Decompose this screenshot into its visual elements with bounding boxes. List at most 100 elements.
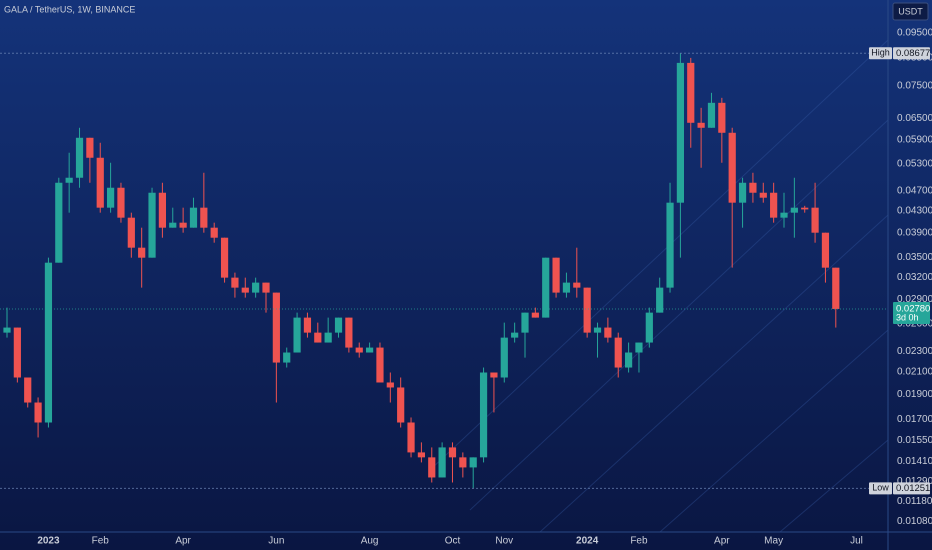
candle-body <box>138 247 146 258</box>
candle-body <box>801 207 809 210</box>
candle-body <box>324 332 332 343</box>
x-tick-label: 2024 <box>576 536 599 547</box>
y-tick-label: 0.05900 <box>897 135 932 146</box>
channel-lines <box>429 39 889 533</box>
chart-title: GALA / TetherUS, 1W, BINANCE <box>4 4 135 14</box>
y-tick-label: 0.01290 <box>897 476 932 487</box>
candle-body <box>832 267 840 309</box>
y-tick-label: 0.01700 <box>897 414 932 425</box>
candle-body <box>521 312 529 333</box>
x-tick-label: Feb <box>92 536 110 547</box>
candle-body <box>407 422 415 453</box>
y-tick-label: 0.02300 <box>897 346 932 357</box>
candle-body <box>821 232 830 268</box>
candle-body <box>645 312 653 343</box>
candle-body <box>179 222 187 228</box>
candle-body <box>428 457 436 478</box>
candle-body <box>397 387 405 423</box>
candle-body <box>490 372 498 378</box>
x-tick-label: Aug <box>361 536 379 547</box>
x-tick-label: Apr <box>175 536 191 547</box>
candle-body <box>148 192 156 258</box>
candle-body <box>65 177 73 183</box>
candle-body <box>117 187 125 218</box>
last-price-value: 0.02780 <box>896 303 930 314</box>
candle-body <box>479 372 488 458</box>
candle-body <box>770 192 778 218</box>
candle-body <box>158 192 166 228</box>
candle-body <box>614 337 622 368</box>
candle-body <box>96 157 104 208</box>
candle-body <box>75 137 84 178</box>
candle-body <box>169 222 177 228</box>
high-value: 0.08677 <box>896 48 930 59</box>
y-tick-label: 0.09500 <box>897 28 932 39</box>
candle-body <box>635 342 643 353</box>
candle-body <box>459 457 467 468</box>
high-key-box <box>869 47 892 60</box>
candle-body <box>13 327 21 378</box>
candle-body <box>542 257 550 318</box>
candle-body <box>241 287 249 293</box>
candle-body <box>790 207 798 213</box>
candle-body <box>593 327 602 333</box>
candle-body <box>283 352 291 363</box>
candle-body <box>303 317 312 333</box>
x-tick-label: Feb <box>630 536 648 547</box>
candle-body <box>24 377 32 403</box>
candle-body <box>55 182 63 263</box>
candle-body <box>656 287 664 313</box>
y-tick-label: 0.01550 <box>897 435 932 446</box>
candle-body <box>625 352 633 368</box>
candle-body <box>697 122 705 128</box>
high-value-box <box>893 47 930 60</box>
y-tick-label: 0.07500 <box>897 81 932 92</box>
y-tick-label: 0.03900 <box>897 228 932 239</box>
candle-body <box>500 337 508 378</box>
y-tick-label: 0.02600 <box>897 319 932 330</box>
candle-body <box>759 192 767 198</box>
candle-body <box>531 312 539 318</box>
candle-body <box>107 187 115 208</box>
y-tick-label: 0.04300 <box>897 206 932 217</box>
candle-body <box>314 332 322 343</box>
y-tick-label: 0.03200 <box>897 272 932 283</box>
x-tick-label: Oct <box>445 536 461 547</box>
y-tick-label: 0.01410 <box>897 456 932 467</box>
candle-body <box>511 332 519 338</box>
low-key-box <box>869 482 892 495</box>
candle-body <box>44 262 53 423</box>
y-tick-label: 0.01900 <box>897 389 932 400</box>
candle-body <box>811 207 819 233</box>
candle-body <box>262 282 270 293</box>
candle-body <box>334 317 343 333</box>
candle-body <box>707 102 716 128</box>
low-key: Low <box>872 483 889 493</box>
y-tick-label: 0.06500 <box>897 113 932 124</box>
candle-body <box>272 292 280 363</box>
currency-button[interactable] <box>892 2 929 21</box>
low-value-box <box>893 482 930 495</box>
candle-body <box>583 287 591 333</box>
candle-body <box>676 62 684 203</box>
candle-body <box>562 282 571 293</box>
candle-body <box>86 137 94 158</box>
x-tick-label: Jul <box>850 536 863 547</box>
candle-body <box>780 212 788 218</box>
y-tick-label: 0.02100 <box>897 367 932 378</box>
candle-body <box>573 282 581 288</box>
candle-body <box>604 327 612 338</box>
candle-body <box>3 327 11 333</box>
candle-body <box>738 182 747 203</box>
candle-body <box>231 277 239 288</box>
candle-body <box>448 447 457 458</box>
low-value: 0.01251 <box>896 483 930 494</box>
y-tick-label: 0.02900 <box>897 294 932 305</box>
x-tick-label: May <box>764 536 783 547</box>
candle-body <box>417 452 425 458</box>
candle-body <box>469 457 477 468</box>
candle-body <box>687 62 695 123</box>
candle-body <box>220 237 229 278</box>
candle-body <box>728 132 736 203</box>
